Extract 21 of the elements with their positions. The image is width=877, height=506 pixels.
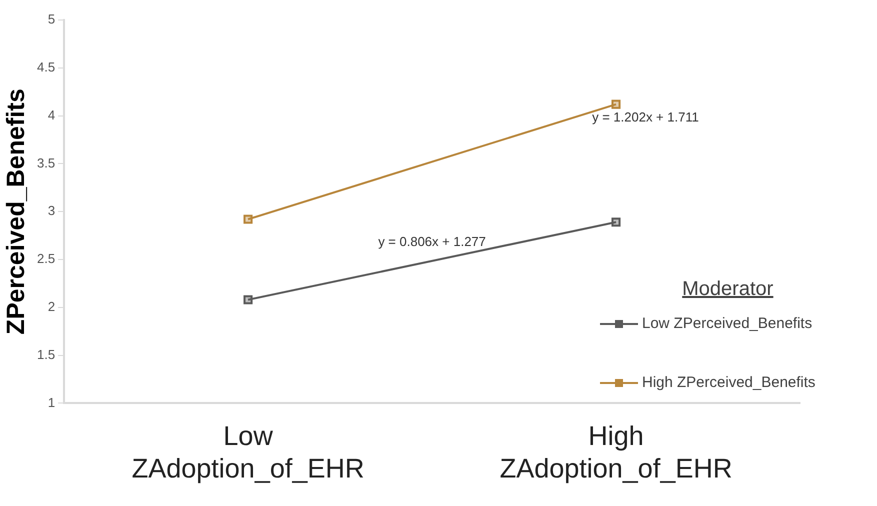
y-axis-title: ZPerceived_Benefits: [2, 88, 30, 335]
y-tick-label: 4: [48, 107, 56, 122]
x-tick-label: Low ZAdoption_of_EHR: [132, 420, 364, 484]
y-tick-label: 3: [48, 203, 56, 218]
y-tick-label: 1: [48, 394, 56, 410]
point: [244, 214, 253, 224]
y-tick-label: 1.5: [36, 346, 56, 362]
legend-title: Moderator: [681, 278, 774, 301]
point: [611, 218, 621, 227]
annotation: y = 0.806x + 1.277: [378, 234, 486, 249]
annotation: y = 1.202x + 1.711: [592, 109, 699, 124]
point: [611, 100, 621, 109]
x-tick-label: High ZAdoption_of_EHR: [500, 420, 732, 484]
y-tick-label: 4.5: [36, 59, 56, 74]
point: [244, 295, 253, 304]
y-tick-label: 3.5: [36, 155, 56, 170]
y-tick-label: 2: [48, 298, 56, 314]
legend-label: Low ZPerceived_Benefits: [642, 315, 812, 332]
y-tick-label: 5: [48, 12, 56, 27]
y-tick-label: 2.5: [36, 251, 56, 266]
legend-label: High ZPerceived_Benefits: [642, 374, 816, 391]
